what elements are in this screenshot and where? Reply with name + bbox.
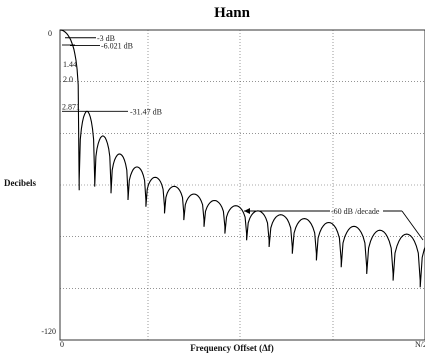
- bin-mark-2: 2.0: [63, 75, 73, 84]
- decade-arrow-right: [401, 210, 424, 241]
- annotations: -3 dB-6.021 dB 1.44 2.0 2.871 -31.47 dB -60 d…: [62, 34, 424, 241]
- y-axis-label: Decibels: [4, 178, 36, 188]
- y-tick-label-top: 0: [48, 29, 52, 38]
- bin-mark-3: 2.871: [62, 102, 80, 111]
- x-axis-label: Frequency Offset (Δf): [190, 343, 273, 353]
- annotation-6db: -6.021 dB: [101, 42, 133, 51]
- decade-arrow-head-left: [244, 208, 250, 214]
- annotation-sidelobe: -31.47 dB: [130, 107, 162, 116]
- grid: [60, 30, 425, 340]
- annotation-decade: -60 dB /decade: [331, 207, 380, 216]
- x-tick-label-start: 0: [60, 340, 64, 349]
- chart-title: Hann: [214, 5, 251, 21]
- x-tick-label-end: N/2: [415, 340, 425, 349]
- spectrum-line: [59, 29, 425, 288]
- spectrum-series: [59, 29, 425, 288]
- y-tick-label-bottom: -120: [41, 327, 56, 336]
- bin-mark-1: 1.44: [63, 60, 77, 69]
- annotation-3db: -3 dB: [97, 34, 115, 43]
